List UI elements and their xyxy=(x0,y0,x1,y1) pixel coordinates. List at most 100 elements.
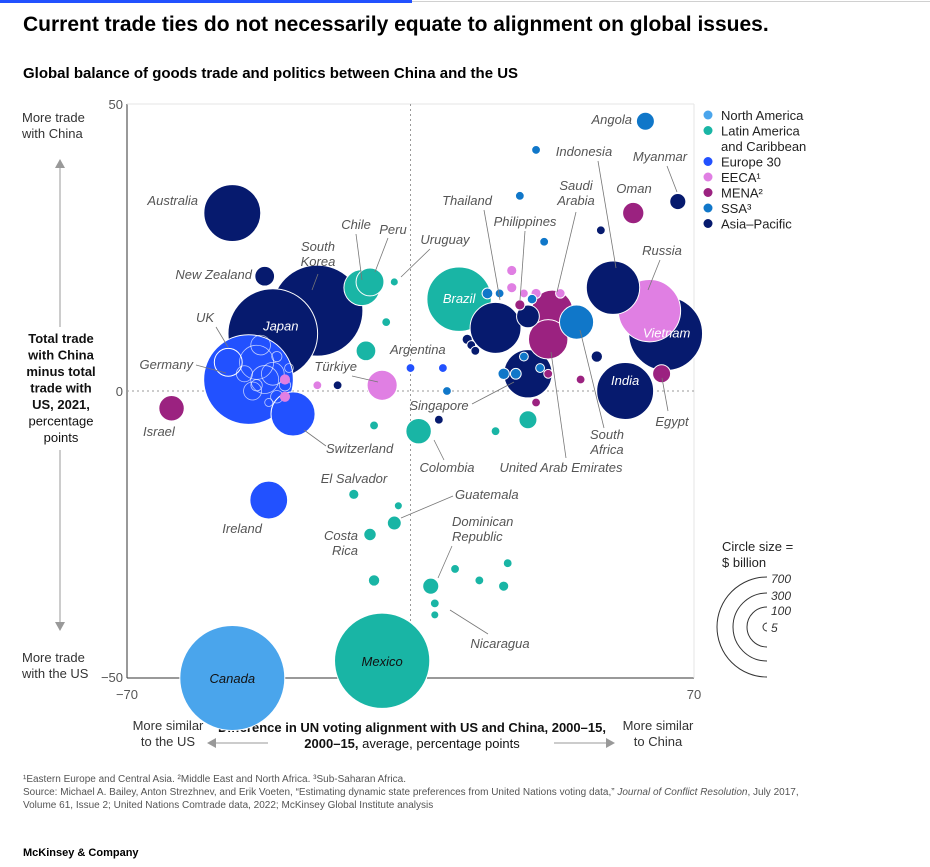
point-country xyxy=(509,367,522,380)
point-country xyxy=(381,317,392,328)
label-dominican-republic: Dominican xyxy=(452,514,513,529)
point-country xyxy=(506,282,518,294)
point-country xyxy=(332,380,343,391)
point-united-arab-emirates xyxy=(527,319,569,360)
legend-swatch-ssa xyxy=(703,203,713,213)
point-country xyxy=(497,367,510,380)
y-axis-label: Total trade xyxy=(28,331,94,346)
leader-dominican-republic xyxy=(437,545,453,579)
point-nicaragua xyxy=(430,610,440,620)
point-costa-rica xyxy=(363,527,377,542)
point-country xyxy=(502,558,513,569)
legend-swatch-na xyxy=(703,110,713,120)
label-israel: Israel xyxy=(143,424,176,439)
accent-bar xyxy=(0,0,412,3)
point-country xyxy=(506,264,518,277)
size-legend-arc xyxy=(746,606,768,648)
y-tick-label: −50 xyxy=(101,670,123,685)
source-note: Source: Michael A. Bailey, Anton Strezhn… xyxy=(23,787,799,811)
point-country xyxy=(531,145,541,155)
size-legend-arc xyxy=(762,622,768,632)
size-legend-value: 5 xyxy=(771,621,778,635)
point-country xyxy=(405,363,416,373)
legend-label-ap: Asia–Pacific xyxy=(721,217,792,232)
leader-russia xyxy=(647,259,661,291)
label-oman: Oman xyxy=(616,181,651,196)
x-left-label: to the US xyxy=(141,734,196,749)
legend-label-lac: Latin America xyxy=(721,124,801,139)
legend-label-ssa: SSA³ xyxy=(721,201,752,216)
label-germany: Germany xyxy=(140,357,195,372)
point-country xyxy=(498,580,510,592)
size-legend-value: 300 xyxy=(771,589,791,603)
point-country xyxy=(369,420,379,431)
point-country xyxy=(535,363,546,373)
point-country xyxy=(531,397,541,408)
point-country xyxy=(474,575,485,586)
point-country-outline xyxy=(250,334,271,356)
legend-label-eeca: EECA¹ xyxy=(721,170,761,185)
headline: Current trade ties do not necessarily eq… xyxy=(23,13,769,36)
point-south-africa xyxy=(558,304,595,340)
label-switzerland: Switzerland xyxy=(326,441,394,456)
point-country xyxy=(437,363,448,373)
point-switzerland xyxy=(270,391,316,437)
chart-title: Global balance of goods trade and politi… xyxy=(23,65,519,82)
point-angola xyxy=(635,111,655,131)
label-philippines: Philippines xyxy=(494,214,557,229)
y-bottom-label: with the US xyxy=(21,666,89,681)
size-legend-value: 700 xyxy=(771,572,791,586)
x-arrow-right-head xyxy=(606,738,615,748)
point-country xyxy=(490,426,501,437)
leader-saudi-arabia xyxy=(556,211,577,293)
point-t-rkiye xyxy=(366,369,398,401)
label-saudi-arabia: Arabia xyxy=(556,193,595,208)
point-el-salvador xyxy=(348,488,360,500)
point-country xyxy=(514,190,525,201)
y-bottom-label: More trade xyxy=(22,650,85,665)
label-south-africa: South xyxy=(590,427,624,442)
point-country xyxy=(518,410,538,430)
leader-t-rkiye xyxy=(351,375,379,383)
point-country-outline xyxy=(284,363,294,373)
leader-egypt xyxy=(661,377,669,412)
y-axis-label: percentage xyxy=(28,414,93,429)
point-country xyxy=(543,368,554,379)
point-country-outline xyxy=(271,351,283,363)
label-dominican-republic: Republic xyxy=(452,529,503,544)
label-egypt: Egypt xyxy=(655,414,690,429)
y-axis-label: with China xyxy=(27,348,94,363)
legend-label-eu: Europe 30 xyxy=(721,155,781,170)
x-axis-label: 2000–15, average, percentage points xyxy=(304,736,520,751)
point-country-outline xyxy=(264,398,274,407)
y-axis-label: US, 2021, xyxy=(32,397,90,412)
point-country xyxy=(433,414,444,425)
y-tick-label: 50 xyxy=(109,97,123,112)
size-legend-title: Circle size = xyxy=(722,539,793,554)
label-guatemala: Guatemala xyxy=(455,487,519,502)
y-top-label: with China xyxy=(21,126,83,141)
label-japan: Japan xyxy=(262,319,298,334)
point-thailand xyxy=(469,301,522,354)
leader-germany xyxy=(195,364,227,374)
legend-swatch-eeca xyxy=(703,172,713,182)
label-peru: Peru xyxy=(379,222,406,237)
y-arrow-up-head xyxy=(55,159,65,168)
label-canada: Canada xyxy=(210,671,256,686)
point-country xyxy=(575,374,586,385)
point-country-outline xyxy=(261,361,285,386)
leader-uk xyxy=(215,326,229,348)
point-country xyxy=(514,299,526,311)
point-country xyxy=(450,564,460,574)
label-costa-rica: Rica xyxy=(332,543,358,558)
y-axis-label: trade with xyxy=(30,381,91,396)
y-axis-label: points xyxy=(44,430,79,445)
label-mexico: Mexico xyxy=(362,654,403,669)
size-legend-value: 100 xyxy=(771,604,791,618)
label-singapore: Singapore xyxy=(409,398,468,413)
point-israel xyxy=(158,394,185,422)
y-arrow-down-head xyxy=(55,622,65,631)
leader-thailand xyxy=(483,209,501,301)
point-myanmar xyxy=(669,193,687,211)
